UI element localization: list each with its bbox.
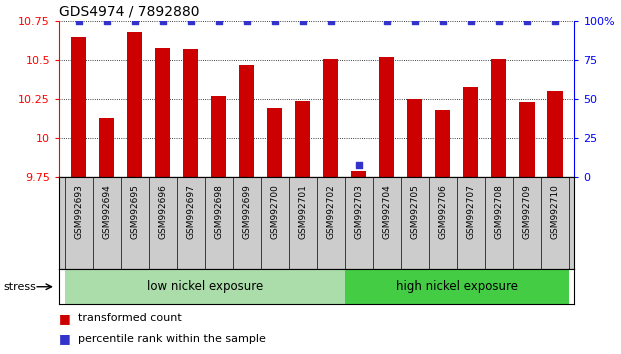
Point [522,18,532,24]
Text: GSM992700: GSM992700 [270,184,279,239]
Text: GSM992696: GSM992696 [158,184,167,239]
Bar [99,118,114,177]
Bar [547,91,563,177]
Text: GSM992701: GSM992701 [298,184,307,239]
Bar [351,171,366,177]
Text: low nickel exposure: low nickel exposure [147,280,263,293]
Bar [267,108,283,177]
Text: GSM992705: GSM992705 [410,184,419,239]
Bar [127,32,142,177]
Bar [295,101,310,177]
Point [297,18,307,24]
Bar [463,87,479,177]
Bar [65,269,345,304]
Text: GSM992706: GSM992706 [438,184,447,239]
Bar [71,37,86,177]
Point [326,18,336,24]
Point [438,18,448,24]
Point [242,18,252,24]
Bar [435,110,450,177]
Point [186,18,196,24]
Point [130,18,140,24]
Bar [519,102,535,177]
Text: GSM992703: GSM992703 [354,184,363,239]
Point [214,18,224,24]
Point [410,18,420,24]
Bar [183,49,198,177]
Text: GSM992710: GSM992710 [550,184,560,239]
Text: GSM992698: GSM992698 [214,184,223,239]
Point [102,18,112,24]
Bar [239,65,255,177]
Point [494,18,504,24]
Text: GSM992709: GSM992709 [522,184,532,239]
Bar [345,269,569,304]
Point [74,18,84,24]
Point [354,162,364,167]
Text: GSM992694: GSM992694 [102,184,111,239]
Text: GSM992704: GSM992704 [383,184,391,239]
Text: ■: ■ [59,332,71,346]
Bar [491,59,507,177]
Bar [323,59,338,177]
Bar [211,96,227,177]
Text: GSM992707: GSM992707 [466,184,475,239]
Bar [407,99,422,177]
Point [466,18,476,24]
Point [158,18,168,24]
Text: GSM992697: GSM992697 [186,184,195,239]
Text: high nickel exposure: high nickel exposure [396,280,518,293]
Text: stress: stress [3,282,36,292]
Text: percentile rank within the sample: percentile rank within the sample [78,334,266,344]
Point [270,18,279,24]
Bar [155,48,170,177]
Text: transformed count: transformed count [78,313,181,323]
Text: GSM992708: GSM992708 [494,184,503,239]
Text: GSM992693: GSM992693 [74,184,83,239]
Text: GSM992702: GSM992702 [326,184,335,239]
Point [382,18,392,24]
Point [550,18,560,24]
Text: ■: ■ [59,312,71,325]
Text: GSM992699: GSM992699 [242,184,251,239]
Text: GDS4974 / 7892880: GDS4974 / 7892880 [59,5,199,19]
Bar [379,57,394,177]
Text: GSM992695: GSM992695 [130,184,139,239]
